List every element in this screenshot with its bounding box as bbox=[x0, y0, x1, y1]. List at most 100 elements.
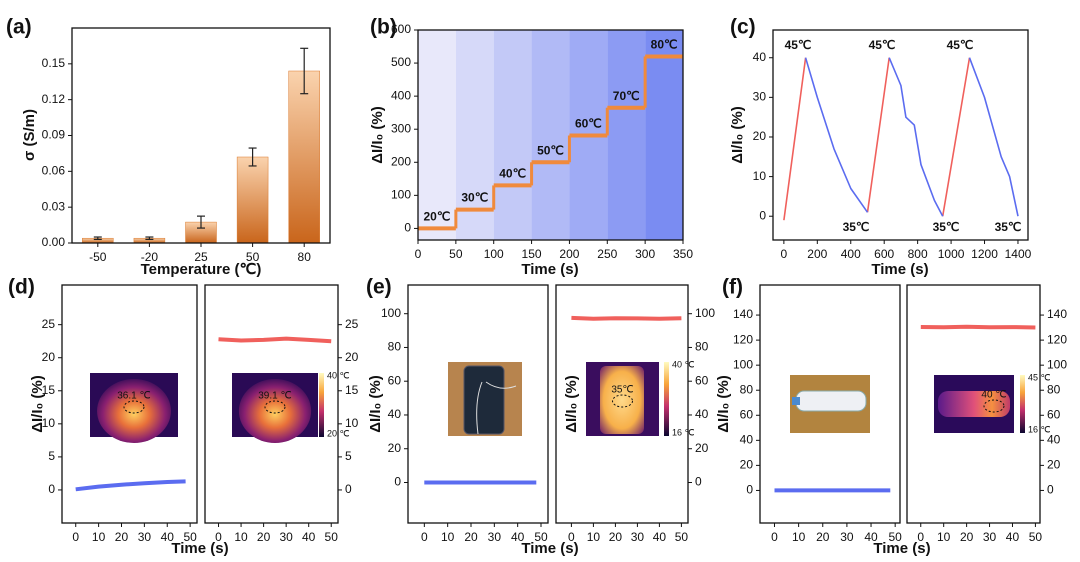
y-tick-label: 100 bbox=[733, 357, 753, 371]
y-tick-label: 0.09 bbox=[42, 128, 66, 142]
x-axis-label: Time (s) bbox=[171, 540, 228, 557]
x-tick-label: 40 bbox=[864, 530, 878, 544]
plot-frame bbox=[772, 29, 1029, 241]
x-axis-label: Time (s) bbox=[521, 540, 578, 557]
x-tick-label: 30 bbox=[983, 530, 997, 544]
annotation: 35℃ bbox=[843, 220, 870, 234]
x-tick-label: 200 bbox=[559, 247, 579, 261]
x-tick-label: 30 bbox=[138, 530, 152, 544]
y-tick-label: 0 bbox=[404, 221, 411, 235]
y-tick-label: 500 bbox=[391, 55, 411, 69]
y-tick-label: 80 bbox=[740, 382, 754, 396]
x-tick-label: 50 bbox=[1029, 530, 1043, 544]
y-tick-label: 600 bbox=[391, 22, 411, 36]
x-tick-label: 0 bbox=[72, 530, 79, 544]
annotation: 35℃ bbox=[995, 220, 1022, 234]
y-tick-label: 400 bbox=[391, 88, 411, 102]
x-tick-label: 50 bbox=[183, 530, 197, 544]
x-tick-label: 800 bbox=[908, 247, 928, 261]
x-tick-label: 25 bbox=[194, 250, 208, 264]
y-tick-label: 20 bbox=[740, 458, 754, 472]
power-strip bbox=[795, 390, 867, 412]
y-tick-label: 60 bbox=[695, 373, 709, 387]
step-annotation: 40℃ bbox=[499, 167, 526, 181]
thermal-strip bbox=[938, 391, 1010, 417]
step-annotation: 60℃ bbox=[575, 117, 602, 131]
panel-label: (e) bbox=[366, 276, 392, 299]
colorbar-label: 40 ℃ bbox=[672, 359, 695, 369]
y-axis-label: σ (S/m) bbox=[21, 109, 38, 161]
y-tick-label: 80 bbox=[695, 340, 709, 354]
y-tick-label: 40 bbox=[388, 407, 402, 421]
step-annotation: 30℃ bbox=[461, 191, 488, 205]
x-tick-label: 40 bbox=[511, 530, 525, 544]
x-tick-label: 30 bbox=[840, 530, 854, 544]
y-tick-label: 140 bbox=[733, 307, 753, 321]
colorbar bbox=[319, 373, 324, 437]
x-tick-label: 0 bbox=[415, 247, 422, 261]
y-tick-label: 140 bbox=[1047, 307, 1067, 321]
x-tick-label: 10 bbox=[792, 530, 806, 544]
colorbar bbox=[1020, 375, 1025, 433]
x-tick-label: 10 bbox=[937, 530, 951, 544]
x-tick-label: 50 bbox=[449, 247, 463, 261]
x-axis-label: Temperature (℃) bbox=[141, 261, 262, 278]
y-tick-label: 60 bbox=[388, 373, 402, 387]
x-tick-label: -20 bbox=[141, 250, 159, 264]
colorbar-label: 16 ℃ bbox=[672, 427, 695, 437]
x-tick-label: 0 bbox=[421, 530, 428, 544]
y-tick-label: 40 bbox=[1047, 432, 1061, 446]
y-tick-label: 20 bbox=[695, 441, 709, 455]
hotspot-circle bbox=[123, 400, 145, 414]
panel-label: (a) bbox=[6, 16, 32, 39]
x-tick-label: 20 bbox=[960, 530, 974, 544]
x-tick-label: -50 bbox=[89, 250, 107, 264]
annotation: 45℃ bbox=[869, 38, 896, 52]
data-line bbox=[218, 336, 332, 344]
x-tick-label: 10 bbox=[234, 530, 248, 544]
temperature-band bbox=[455, 30, 494, 240]
panel-label: (d) bbox=[8, 276, 35, 299]
x-tick-label: 300 bbox=[635, 247, 655, 261]
x-tick-label: 50 bbox=[888, 530, 902, 544]
x-tick-label: 30 bbox=[279, 530, 293, 544]
step-annotation: 70℃ bbox=[613, 89, 640, 103]
y-tick-label: 0 bbox=[759, 208, 766, 222]
y-tick-label: 100 bbox=[391, 188, 411, 202]
y-tick-label: 15 bbox=[345, 383, 359, 397]
y-tick-label: 0 bbox=[48, 482, 55, 496]
plot-frame bbox=[555, 284, 689, 524]
y-tick-label: 20 bbox=[1047, 458, 1061, 472]
x-tick-label: 40 bbox=[1006, 530, 1020, 544]
x-tick-label: 40 bbox=[653, 530, 667, 544]
y-tick-label: 0 bbox=[695, 475, 702, 489]
thermal-head bbox=[238, 379, 312, 443]
x-tick-label: 40 bbox=[302, 530, 316, 544]
y-tick-label: 10 bbox=[42, 416, 56, 430]
step-annotation: 50℃ bbox=[537, 143, 564, 157]
x-tick-label: 10 bbox=[92, 530, 106, 544]
x-tick-label: 30 bbox=[631, 530, 645, 544]
y-tick-label: 40 bbox=[740, 432, 754, 446]
x-tick-label: 10 bbox=[441, 530, 455, 544]
temperature-band bbox=[493, 30, 532, 240]
x-tick-label: 20 bbox=[609, 530, 623, 544]
y-axis-label: ΔI/I₀ (%) bbox=[29, 375, 46, 433]
x-tick-label: 0 bbox=[771, 530, 778, 544]
y-tick-label: 25 bbox=[345, 317, 359, 331]
inset-label: 40 ℃ bbox=[981, 390, 1006, 401]
y-tick-label: 5 bbox=[48, 449, 55, 463]
x-tick-label: 400 bbox=[841, 247, 861, 261]
y-tick-label: 100 bbox=[695, 306, 715, 320]
plug bbox=[792, 397, 800, 405]
data-line bbox=[571, 315, 682, 321]
panel-label: (b) bbox=[370, 16, 397, 39]
y-tick-label: 40 bbox=[695, 407, 709, 421]
x-tick-label: 20 bbox=[464, 530, 478, 544]
x-tick-label: 1400 bbox=[1005, 247, 1032, 261]
y-tick-label: 80 bbox=[1047, 382, 1061, 396]
x-tick-label: 50 bbox=[675, 530, 689, 544]
temperature-band bbox=[607, 30, 646, 240]
data-line bbox=[75, 479, 186, 492]
